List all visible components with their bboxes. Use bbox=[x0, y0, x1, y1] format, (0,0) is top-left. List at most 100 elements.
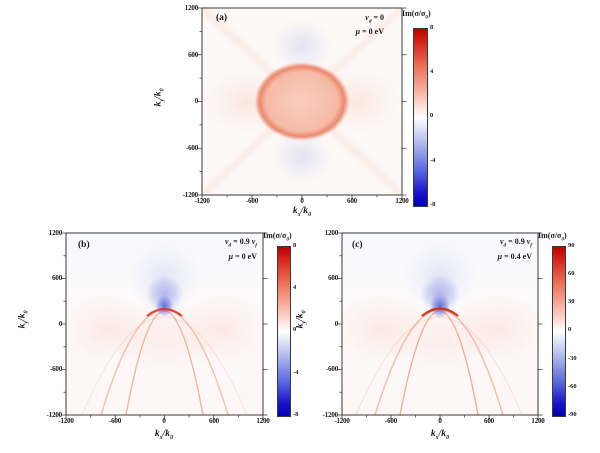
panel-b-left-ticks bbox=[61, 232, 66, 416]
colorbar-tick-label: 8 bbox=[430, 24, 434, 31]
x-tick-label: 0 bbox=[300, 197, 304, 205]
mu-symbol: μ bbox=[497, 252, 503, 261]
vd-subscript: d bbox=[228, 242, 232, 249]
y-tick-label: -1200 bbox=[322, 411, 339, 419]
vf-subscript: f bbox=[255, 242, 257, 249]
panel-c-annotation-velocity: vd = 0.9 vf bbox=[452, 237, 532, 251]
panel-b-colorbar bbox=[277, 246, 291, 417]
y-tick-label: 600 bbox=[188, 51, 198, 59]
colorbar-tick-label: -8 bbox=[293, 411, 299, 418]
panel-c-tag: (c) bbox=[352, 240, 363, 250]
colorbar-tick-label: 4 bbox=[293, 284, 297, 291]
colorbar-tick-label: -8 bbox=[430, 201, 436, 208]
vf-symbol: v bbox=[526, 237, 531, 246]
panel-b-tag: (b) bbox=[78, 240, 90, 250]
colorbar-tick-label: 0 bbox=[568, 326, 572, 333]
colorbar-tick-label: 60 bbox=[568, 270, 575, 277]
x-tick-label: 1200 bbox=[256, 417, 270, 425]
colorbar-tick-label: -90 bbox=[568, 411, 577, 418]
vd-value: = 0 bbox=[371, 13, 384, 22]
panel-b-annotation-velocity: vd = 0.9 vf bbox=[177, 237, 257, 251]
panel-c-bottom-ticks bbox=[341, 415, 539, 420]
panel-a-annotation-velocity: vd = 0 bbox=[314, 13, 384, 27]
panel-b-right-ticks bbox=[263, 232, 268, 416]
vd-symbol: v bbox=[365, 13, 369, 22]
vd-symbol: v bbox=[499, 237, 504, 246]
y-tick-label: 600 bbox=[328, 274, 338, 282]
vd-value: = 0.9 bbox=[231, 237, 252, 246]
mu-value: = 0 eV bbox=[360, 27, 384, 36]
panel-a-left-minor-ticks bbox=[199, 31, 202, 172]
y-tick-label: 0 bbox=[334, 320, 339, 328]
panel-b-bottom-ticks bbox=[65, 415, 264, 420]
panel-b-heatmap bbox=[61, 232, 268, 420]
panel-b-yaxis-label: ky/k0 bbox=[17, 310, 30, 329]
vd-subscript: d bbox=[503, 242, 507, 249]
panel-c-annotation-mu: μ = 0.4 eV bbox=[452, 252, 532, 261]
colorbar-tick-label: 8 bbox=[293, 242, 297, 249]
y-tick-label: -1200 bbox=[46, 411, 63, 419]
y-tick-label: -600 bbox=[49, 365, 62, 373]
y-tick-label: 1200 bbox=[184, 4, 198, 12]
panel-c-heatmap bbox=[337, 232, 543, 420]
panel-c-blue-core bbox=[430, 294, 450, 318]
panel-c-left-minor-ticks bbox=[339, 255, 342, 393]
y-tick-label: 1200 bbox=[324, 229, 338, 237]
panel-c-xaxis-label: kx/k0 bbox=[430, 429, 450, 441]
panel-b-blue-core bbox=[155, 295, 174, 317]
colorbar-tick-label: 4 bbox=[430, 68, 434, 75]
x-tick-label: 600 bbox=[347, 197, 357, 205]
panel-a-bottom-ticks bbox=[201, 195, 403, 200]
vf-symbol: v bbox=[251, 237, 256, 246]
vf-subscript: f bbox=[530, 242, 532, 249]
panel-a-central-red-ellipse bbox=[256, 63, 348, 140]
panel-c-apex-glow bbox=[380, 301, 500, 373]
panel-b-apex-crest bbox=[146, 307, 183, 317]
x-tick-label: 1200 bbox=[395, 197, 409, 205]
x-tick-label: 600 bbox=[209, 417, 219, 425]
colorbar-tick-label: -4 bbox=[430, 157, 436, 164]
mu-value: = 0.4 eV bbox=[502, 252, 532, 261]
panel-b-blue-mid bbox=[145, 276, 184, 312]
y-tick-label: -600 bbox=[325, 365, 338, 373]
panel-a-annotation-mu: μ = 0 eV bbox=[314, 27, 384, 36]
x-tick-label: 0 bbox=[438, 417, 442, 425]
colorbar-tick-label: 90 bbox=[568, 242, 575, 249]
panel-a-bottom-minor-ticks bbox=[226, 195, 378, 198]
panel-a-right-ticks bbox=[402, 7, 407, 196]
colorbar-tick-label: -4 bbox=[293, 369, 299, 376]
panel-c-right-ticks bbox=[538, 232, 543, 416]
y-tick-label: 0 bbox=[194, 97, 199, 105]
x-tick-label: -1200 bbox=[194, 197, 210, 205]
colorbar-tick-label: 0 bbox=[293, 326, 297, 333]
x-tick-label: -600 bbox=[245, 197, 259, 205]
panel-c-bottom-minor-ticks bbox=[366, 415, 514, 418]
x-tick-label: 1200 bbox=[531, 417, 545, 425]
panel-b-outer-faint-arc bbox=[81, 316, 248, 415]
panel-a-ellipse-rim bbox=[256, 63, 348, 140]
panel-b-xaxis-label: kx/k0 bbox=[154, 429, 174, 441]
mu-value: = 0 eV bbox=[233, 252, 257, 261]
x-tick-label: -600 bbox=[108, 417, 122, 425]
y-tick-label: 600 bbox=[52, 274, 62, 282]
panel-c-yaxis-label: ky/k0 bbox=[295, 310, 308, 329]
panel-a-heatmap bbox=[197, 7, 407, 200]
panel-a-yaxis-label: ky/k0 bbox=[153, 88, 166, 107]
panel-a-top-blue-lobe bbox=[272, 19, 332, 73]
vd-subscript: d bbox=[368, 18, 372, 25]
colorbar-tick-label: -30 bbox=[568, 355, 577, 362]
panel-b-bottom-minor-ticks bbox=[90, 415, 239, 418]
panel-c-colorbar-label: Im(σ/σ0) bbox=[538, 231, 567, 243]
x-tick-label: -1200 bbox=[334, 417, 350, 425]
panel-a-bottom-blue-lobe bbox=[272, 130, 332, 184]
panel-b-annotation-mu: μ = 0 eV bbox=[177, 252, 257, 261]
vd-value: = 0.9 bbox=[506, 237, 527, 246]
panel-a-colorbar-label: Im(σ/σ0) bbox=[402, 9, 431, 21]
y-tick-label: 1200 bbox=[48, 229, 62, 237]
x-tick-label: -600 bbox=[384, 417, 398, 425]
panel-a-colorbar bbox=[413, 28, 428, 207]
x-tick-label: 600 bbox=[484, 417, 494, 425]
panel-b-left-minor-ticks bbox=[63, 255, 66, 393]
vd-symbol: v bbox=[224, 237, 229, 246]
panel-c-left-ticks bbox=[337, 232, 342, 416]
